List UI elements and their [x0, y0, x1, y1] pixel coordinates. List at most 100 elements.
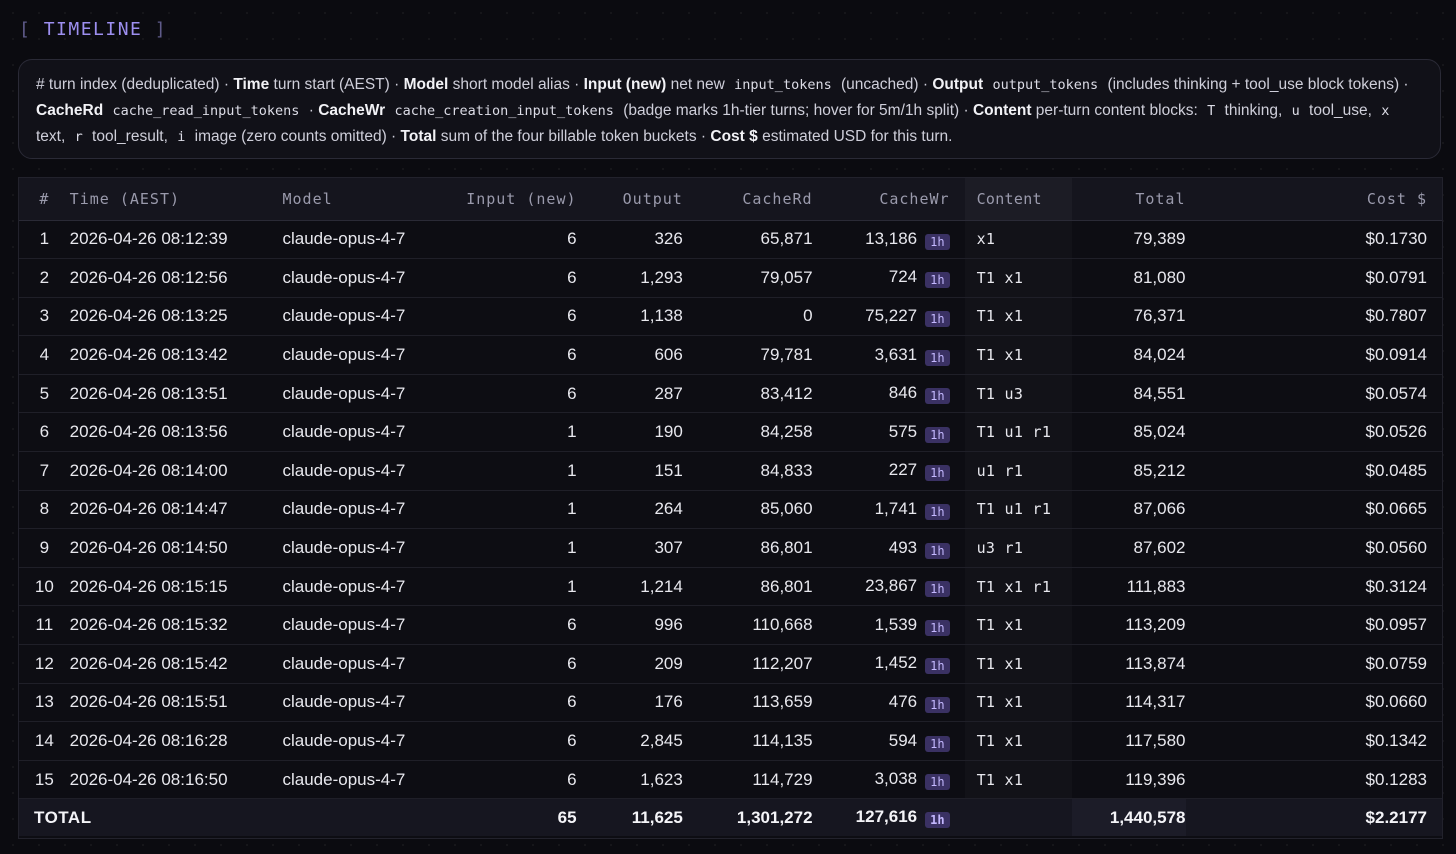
cache-wr-value: 1,539	[874, 614, 918, 634]
table-row[interactable]: 6 2026-04-26 08:13:56 claude-opus-4-7 1 190 8…	[19, 412, 1442, 453]
tier-badge[interactable]: 1h	[925, 774, 950, 791]
cell-model: claude-opus-4-7	[282, 335, 435, 375]
tier-badge[interactable]: 1h	[925, 233, 950, 250]
column-header-index[interactable]: #	[19, 178, 70, 221]
cache-wr-value: 1,452	[874, 653, 918, 673]
tier-badge[interactable]: 1h	[925, 735, 950, 752]
cell-time: 2026-04-26 08:14:50	[69, 528, 283, 568]
legend-text: image (zero counts omitted) ·	[190, 128, 401, 145]
tier-badge[interactable]: 1h	[925, 503, 950, 520]
column-header-input[interactable]: Input (new)	[434, 178, 586, 221]
cell-input: 6	[434, 258, 586, 298]
cell-output: 2,845	[585, 721, 683, 761]
table-row[interactable]: 7 2026-04-26 08:14:00 claude-opus-4-7 1 151 8…	[19, 451, 1442, 491]
cell-cache-wr: 724 1h	[812, 258, 965, 298]
cell-output: 176	[585, 683, 683, 723]
column-header-cache-wr[interactable]: CacheWr	[812, 178, 965, 221]
cell-index: 7	[19, 451, 70, 491]
cell-total: 84,551	[1071, 374, 1186, 414]
column-header-model[interactable]: Model	[282, 178, 435, 221]
cache-wr-value: 3,631	[874, 344, 918, 364]
cell-total: 87,066	[1071, 490, 1186, 530]
legend-code: u	[1291, 103, 1300, 119]
table-row[interactable]: 11 2026-04-26 08:15:32 claude-opus-4-7 6 996…	[19, 605, 1442, 646]
column-header-content[interactable]: Content	[964, 178, 1072, 221]
cell-cache-rd: 83,412	[682, 374, 813, 414]
cell-model: claude-opus-4-7	[282, 644, 435, 684]
legend-term: Content	[972, 102, 1032, 119]
cell-model: claude-opus-4-7	[282, 605, 435, 646]
cell-cost: $0.0914	[1185, 335, 1442, 375]
tier-badge[interactable]: 1h	[925, 310, 950, 327]
bracket-right: ]	[154, 19, 168, 40]
table-row[interactable]: 1 2026-04-26 08:12:39 claude-opus-4-7 6 326 6…	[19, 220, 1442, 260]
table-row[interactable]: 13 2026-04-26 08:15:51 claude-opus-4-7 6 176…	[19, 683, 1442, 723]
legend-code: r	[74, 129, 83, 145]
cell-output: 326	[585, 220, 683, 260]
cell-time: 2026-04-26 08:13:56	[69, 412, 283, 453]
tier-badge[interactable]: 1h	[925, 542, 950, 559]
tier-badge[interactable]: 1h	[925, 581, 950, 598]
cell-cost: $0.1283	[1185, 760, 1442, 800]
cache-wr-value: 724	[888, 267, 918, 287]
column-legend: # turn index (deduplicated) · Time turn …	[18, 59, 1441, 159]
column-header-total[interactable]: Total	[1071, 178, 1186, 221]
table-row[interactable]: 5 2026-04-26 08:13:51 claude-opus-4-7 6 287 8…	[19, 374, 1442, 414]
cell-content: T1 u3	[964, 374, 1072, 414]
tier-badge[interactable]: 1h	[925, 426, 950, 443]
cell-output: 209	[585, 644, 683, 684]
tier-badge[interactable]: 1h	[925, 812, 950, 829]
table-row[interactable]: 12 2026-04-26 08:15:42 claude-opus-4-7 6 209…	[19, 644, 1442, 684]
table-row[interactable]: 8 2026-04-26 08:14:47 claude-opus-4-7 1 264 8…	[19, 490, 1442, 530]
cell-model: claude-opus-4-7	[282, 258, 435, 298]
cell-cost: $0.0759	[1185, 644, 1442, 684]
tier-badge[interactable]: 1h	[925, 349, 950, 366]
tier-badge[interactable]: 1h	[925, 696, 950, 713]
legend-term: CacheWr	[318, 102, 386, 119]
legend-term: Model	[403, 76, 449, 93]
cache-wr-value: 3,038	[874, 769, 918, 789]
cell-cache-wr: 594 1h	[812, 721, 965, 761]
table-row[interactable]: 4 2026-04-26 08:13:42 claude-opus-4-7 6 606 7…	[19, 335, 1442, 375]
column-header-time[interactable]: Time (AEST)	[69, 178, 283, 221]
tier-badge[interactable]: 1h	[925, 388, 950, 405]
cell-input: 6	[434, 683, 586, 723]
legend-text: (includes thinking + tool_use block toke…	[1103, 76, 1409, 93]
tier-badge[interactable]: 1h	[925, 272, 950, 289]
cell-time: 2026-04-26 08:13:42	[69, 335, 283, 375]
totals-cache-rd: 1,301,272	[682, 798, 813, 836]
cell-cache-wr: 1,452 1h	[812, 644, 965, 684]
legend-text: text,	[36, 128, 70, 145]
table-row[interactable]: 14 2026-04-26 08:16:28 claude-opus-4-7 6 2,8…	[19, 721, 1442, 761]
table-row[interactable]: 3 2026-04-26 08:13:25 claude-opus-4-7 6 1,13…	[19, 297, 1442, 337]
cell-content: T1 x1	[964, 297, 1072, 337]
cell-input: 1	[434, 412, 586, 453]
cell-time: 2026-04-26 08:16:50	[69, 760, 283, 800]
cache-wr-value: 493	[888, 537, 918, 557]
totals-input: 65	[434, 798, 586, 836]
cell-cache-rd: 84,258	[682, 412, 813, 453]
table-row[interactable]: 10 2026-04-26 08:15:15 claude-opus-4-7 1 1,2…	[19, 567, 1442, 607]
cache-wr-value: 594	[888, 730, 918, 750]
section-title-text: TIMELINE	[43, 19, 143, 40]
cell-input: 6	[434, 644, 586, 684]
table-row[interactable]: 2 2026-04-26 08:12:56 claude-opus-4-7 6 1,29…	[19, 258, 1442, 298]
cell-content: T1 x1	[964, 644, 1072, 684]
cell-cost: $0.1342	[1185, 721, 1442, 761]
cell-cache-rd: 86,801	[682, 567, 813, 607]
table-row[interactable]: 9 2026-04-26 08:14:50 claude-opus-4-7 1 307 8…	[19, 528, 1442, 568]
cell-index: 6	[19, 412, 70, 453]
tier-badge[interactable]: 1h	[925, 658, 950, 675]
cell-cost: $0.0660	[1185, 683, 1442, 723]
tier-badge[interactable]: 1h	[925, 465, 950, 482]
cell-input: 6	[434, 374, 586, 414]
table-row[interactable]: 15 2026-04-26 08:16:50 claude-opus-4-7 6 1,6…	[19, 760, 1442, 800]
cell-output: 1,623	[585, 760, 683, 800]
cell-total: 111,883	[1071, 567, 1186, 607]
column-header-cache-rd[interactable]: CacheRd	[682, 178, 813, 221]
cell-total: 113,874	[1071, 644, 1186, 684]
tier-badge[interactable]: 1h	[925, 619, 950, 636]
cell-model: claude-opus-4-7	[282, 220, 435, 260]
column-header-cost[interactable]: Cost $	[1185, 178, 1442, 221]
column-header-output[interactable]: Output	[585, 178, 683, 221]
